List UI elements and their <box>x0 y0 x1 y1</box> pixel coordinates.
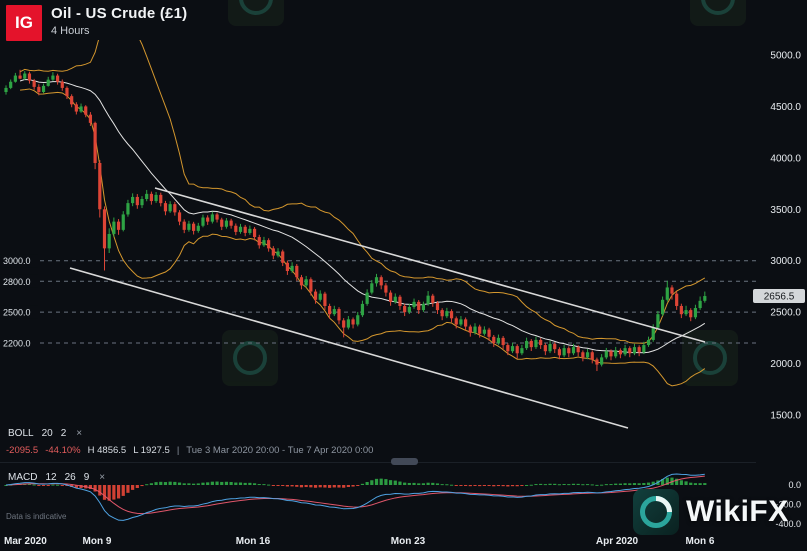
svg-text:2656.5: 2656.5 <box>764 292 795 303</box>
svg-text:2500.0: 2500.0 <box>3 308 31 318</box>
wikifx-wordmark: WikiFX <box>686 495 789 528</box>
svg-text:Mon 6: Mon 6 <box>686 536 715 547</box>
macd-slow: 26 <box>64 472 76 483</box>
data-indicative-note: Data is indicative <box>6 512 67 521</box>
watermark-tile <box>228 0 284 26</box>
wikifx-logo-icon <box>633 489 679 535</box>
separator: | <box>176 445 180 456</box>
wikifx-watermark: WikiFX <box>633 489 789 535</box>
boll-period: 20 <box>41 428 53 439</box>
svg-text:Mon 9: Mon 9 <box>83 536 112 547</box>
boll-stdev: 2 <box>60 428 67 439</box>
svg-text:3000.0: 3000.0 <box>3 256 31 266</box>
svg-text:3000.0: 3000.0 <box>770 256 801 267</box>
macd-indicator-row: MACD 12 26 9 × <box>8 472 105 483</box>
svg-text:4500.0: 4500.0 <box>770 102 801 113</box>
macd-close-button[interactable]: × <box>99 472 106 483</box>
low-value: L 1927.5 <box>133 445 170 456</box>
svg-text:1500.0: 1500.0 <box>770 411 801 422</box>
svg-text:Mon 16: Mon 16 <box>236 536 271 547</box>
svg-text:3500.0: 3500.0 <box>770 205 801 216</box>
pane-resize-handle[interactable] <box>391 458 418 465</box>
svg-text:0.0: 0.0 <box>788 480 801 490</box>
boll-close-button[interactable]: × <box>76 428 83 439</box>
boll-label: BOLL <box>8 428 34 439</box>
svg-text:-400.0: -400.0 <box>775 519 801 529</box>
svg-text:2200.0: 2200.0 <box>3 339 31 349</box>
svg-text:Apr 2020: Apr 2020 <box>596 536 639 547</box>
change-percent: -44.10% <box>45 445 81 456</box>
svg-text:Mon 23: Mon 23 <box>391 536 426 547</box>
macd-signal: 9 <box>83 472 90 483</box>
ig-logo: IG <box>6 5 42 41</box>
macd-fast: 12 <box>45 472 57 483</box>
timeframe-label[interactable]: 4 Hours <box>51 25 90 37</box>
boll-indicator-row: BOLL 20 2 × <box>8 428 82 439</box>
svg-text:2800.0: 2800.0 <box>3 277 31 287</box>
stats-row: -2095.5 -44.10% H 4856.5 L 1927.5 | Tue … <box>6 445 373 456</box>
watermark-tile <box>690 0 746 26</box>
change-value: -2095.5 <box>6 445 39 456</box>
chart-header: IG Oil - US Crude (£1) 4 Hours <box>6 5 187 41</box>
svg-text:2500.0: 2500.0 <box>770 308 801 319</box>
svg-text:-200.0: -200.0 <box>775 500 801 510</box>
svg-text:5000.0: 5000.0 <box>770 51 801 62</box>
high-value: H 4856.5 <box>87 445 127 456</box>
svg-text:2000.0: 2000.0 <box>770 359 801 370</box>
instrument-title: Oil - US Crude (£1) <box>51 5 188 22</box>
svg-text:4000.0: 4000.0 <box>770 153 801 164</box>
macd-label: MACD <box>8 472 38 483</box>
svg-text:Mar 2020: Mar 2020 <box>4 536 47 547</box>
date-range: Tue 3 Mar 2020 20:00 - Tue 7 Apr 2020 0:… <box>186 445 374 456</box>
